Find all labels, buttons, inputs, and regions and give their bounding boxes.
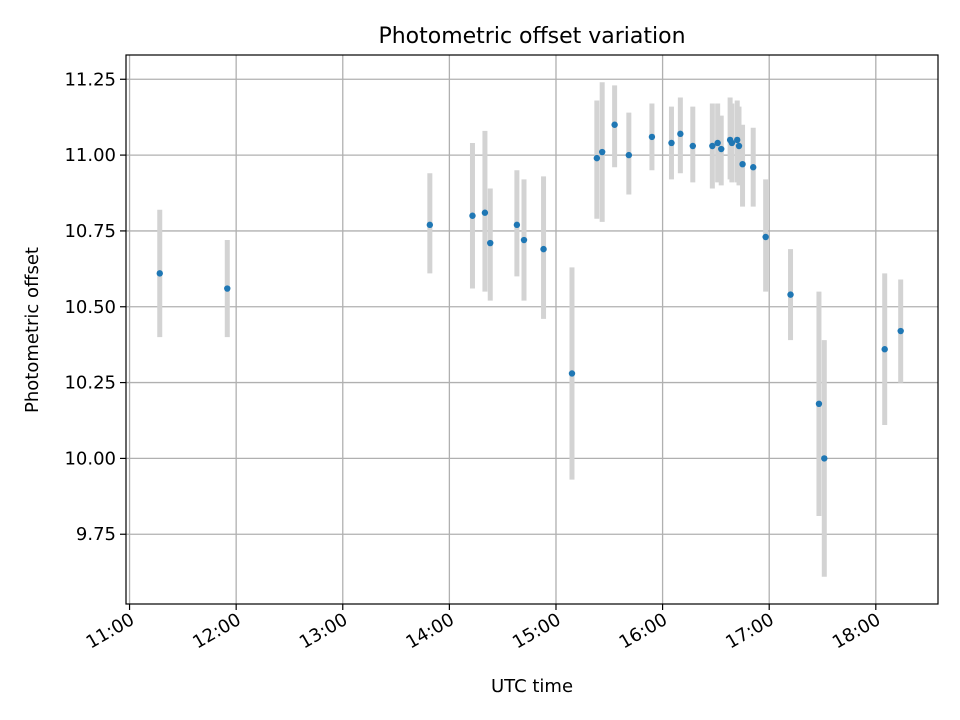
data-point bbox=[677, 130, 684, 138]
data-point bbox=[762, 233, 769, 241]
x-tick-label: 11:00 bbox=[83, 609, 138, 653]
grid bbox=[126, 55, 938, 604]
data-point bbox=[487, 239, 494, 247]
y-tick-label: 10.75 bbox=[64, 221, 116, 242]
data-points bbox=[156, 121, 904, 462]
data-point bbox=[426, 221, 434, 229]
y-tick-label: 10.50 bbox=[64, 297, 116, 318]
x-tick-label: 17:00 bbox=[722, 609, 777, 653]
x-tick-label: 18:00 bbox=[829, 609, 884, 653]
data-point bbox=[668, 139, 675, 147]
data-point bbox=[648, 133, 656, 141]
data-point bbox=[735, 142, 743, 150]
y-tick-label: 11.25 bbox=[64, 69, 116, 90]
error-bars bbox=[157, 82, 904, 577]
data-point bbox=[881, 346, 888, 353]
data-point bbox=[540, 245, 547, 253]
x-axis-ticks: 11:00 12:00 13:00 14:00 15:00 16:00 17:00 18:00 bbox=[83, 604, 884, 653]
data-point bbox=[481, 209, 489, 216]
y-axis-ticks: 9.75 10.00 10.25 10.50 10.75 11.00 11.25 bbox=[64, 69, 126, 545]
data-point bbox=[734, 136, 741, 144]
data-point bbox=[714, 139, 721, 147]
plot-area-frame bbox=[125, 54, 939, 605]
x-tick-label: 12:00 bbox=[189, 609, 244, 653]
x-axis-label: UTC time bbox=[491, 676, 573, 697]
data-point bbox=[513, 221, 521, 229]
data-point bbox=[787, 291, 794, 298]
data-point bbox=[689, 142, 697, 150]
y-tick-label: 10.25 bbox=[64, 373, 116, 394]
data-point bbox=[156, 270, 163, 277]
y-axis-label: Photometric offset bbox=[22, 247, 43, 413]
y-tick-label: 10.00 bbox=[64, 448, 116, 469]
data-point bbox=[728, 139, 736, 147]
data-point bbox=[718, 145, 725, 153]
data-point bbox=[815, 400, 823, 408]
x-tick-label: 15:00 bbox=[509, 609, 564, 653]
data-point bbox=[611, 121, 618, 128]
x-tick-label: 14:00 bbox=[402, 609, 457, 653]
data-point bbox=[224, 285, 231, 292]
chart-title: Photometric offset variation bbox=[378, 24, 685, 49]
data-point bbox=[593, 154, 601, 162]
data-point bbox=[598, 148, 606, 156]
data-point bbox=[625, 151, 633, 159]
data-point bbox=[469, 212, 476, 219]
data-point bbox=[520, 236, 528, 244]
x-tick-label: 16:00 bbox=[616, 609, 671, 653]
data-point bbox=[739, 160, 746, 168]
x-tick-label: 13:00 bbox=[296, 609, 351, 653]
data-point bbox=[568, 370, 576, 377]
y-tick-label: 11.00 bbox=[64, 145, 116, 166]
data-point bbox=[750, 164, 757, 171]
y-tick-label: 9.75 bbox=[76, 524, 116, 545]
data-point bbox=[821, 455, 828, 462]
data-point bbox=[709, 142, 716, 150]
data-point bbox=[897, 327, 904, 335]
